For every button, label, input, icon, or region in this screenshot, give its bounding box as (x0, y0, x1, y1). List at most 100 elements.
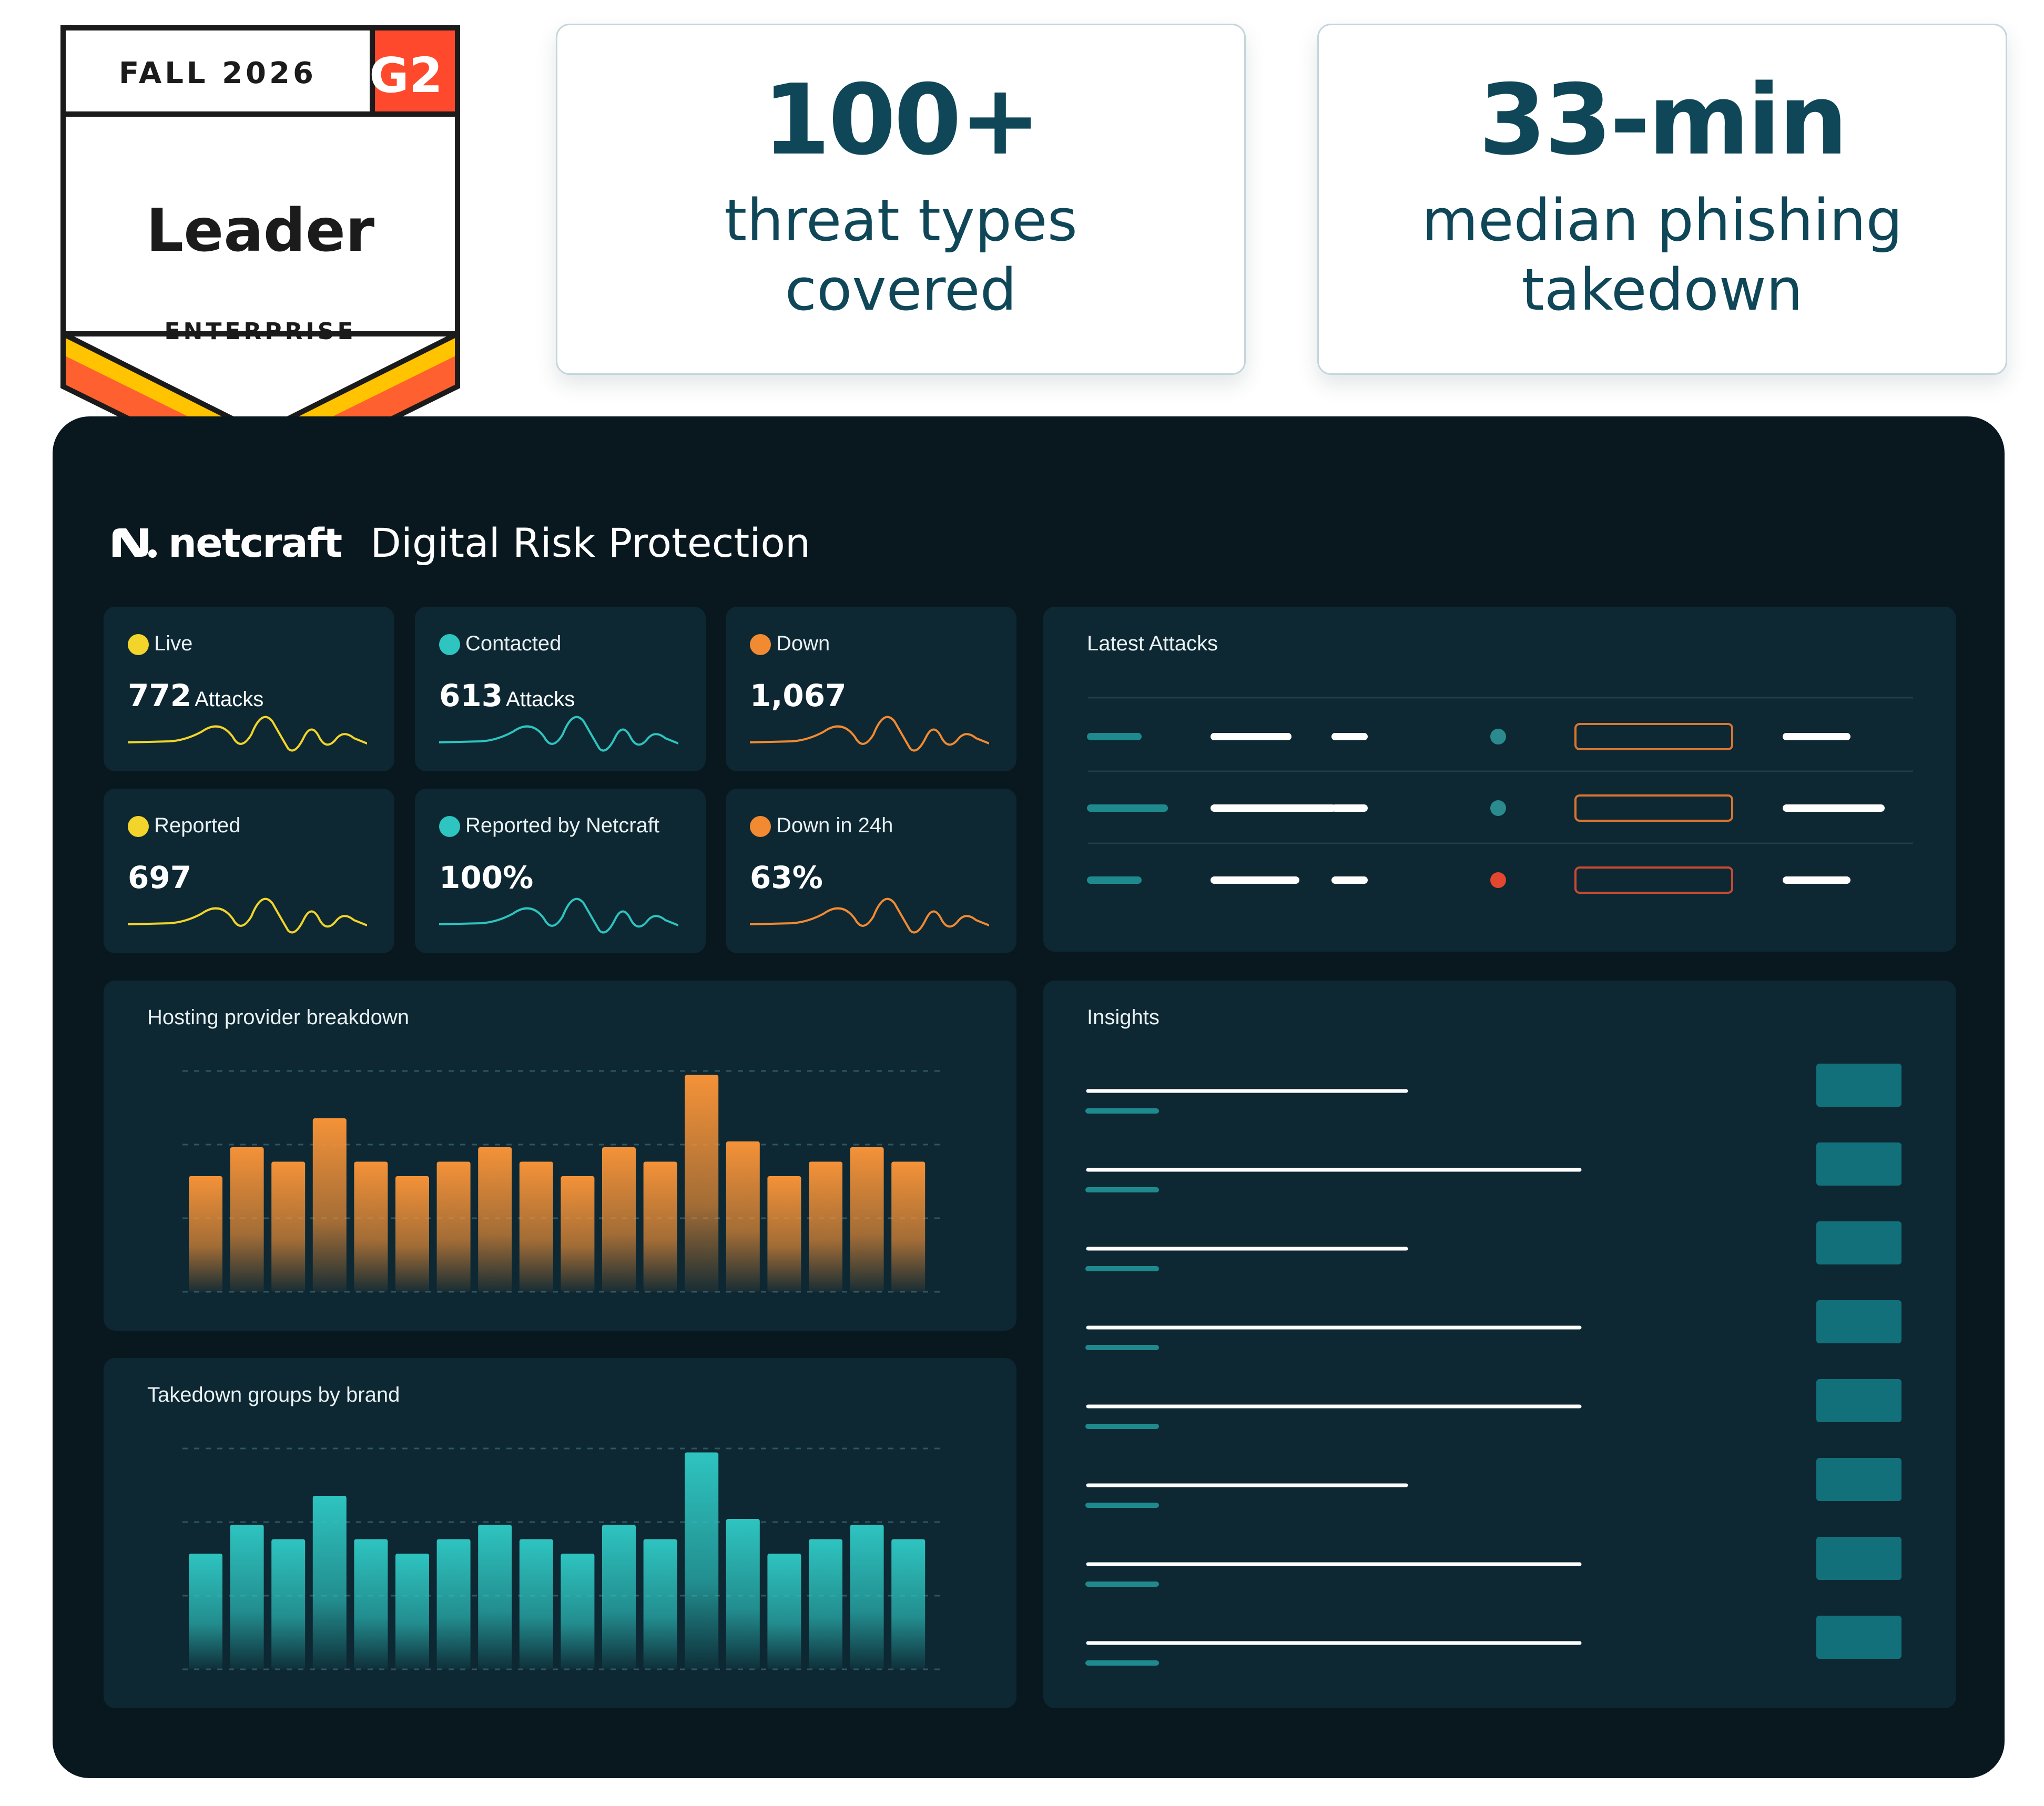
panel-title: Insights (1087, 1006, 1160, 1029)
insight-item[interactable] (1085, 1221, 1901, 1271)
insight-item[interactable] (1085, 1379, 1901, 1429)
sparkline (750, 716, 989, 752)
chart-title: Hosting provider breakdown (147, 1006, 410, 1029)
g2-logo-icon: G2 (369, 47, 443, 104)
metric-label: Reported (154, 814, 241, 837)
stat-value: 33-min (1478, 63, 1848, 177)
chart-bar (891, 1539, 926, 1669)
chart-bar (189, 1554, 222, 1669)
metric-tile-contacted[interactable]: Contacted 613 Attacks (415, 607, 706, 771)
insight-action-button[interactable] (1816, 1379, 1901, 1422)
stat-description-line: median phishing (1421, 187, 1903, 254)
metric-tile-live[interactable]: Live 772 Attacks (104, 607, 394, 771)
svg-text:G2: G2 (369, 47, 443, 104)
metric-tile-reported[interactable]: Reported 697 (104, 789, 394, 953)
attack-row[interactable] (1087, 723, 1850, 750)
stat-description: median phishing takedown (1319, 186, 2006, 324)
chart-bar (809, 1539, 842, 1669)
metric-label: Down (776, 632, 830, 655)
sparkline (128, 897, 367, 934)
chart-bar (726, 1519, 760, 1669)
metric-label: Contacted (465, 632, 562, 655)
metric-number: 1,067 (750, 678, 847, 713)
sparkline-path (439, 716, 678, 752)
chart-bar (685, 1452, 719, 1669)
latest-attacks-panel[interactable]: Latest Attacks (1043, 607, 1956, 952)
metric-label: Down in 24h (776, 814, 893, 837)
chart-bar (312, 1118, 347, 1292)
chart-bar (395, 1176, 429, 1292)
metric-number: 772 (128, 678, 192, 713)
chart-bar (189, 1176, 222, 1292)
metric-value: 613 Attacks (439, 678, 575, 713)
stat-description-line: covered (785, 256, 1017, 323)
sparkline-path (439, 897, 678, 934)
insight-action-button[interactable] (1816, 1221, 1901, 1264)
metric-unit: Attacks (195, 688, 264, 711)
insight-action-button[interactable] (1816, 1300, 1901, 1343)
dashboard-header: netcraft Digital Risk Protection (110, 519, 811, 566)
metric-tile-reported-by-netcraft[interactable]: Reported by Netcraft 100% (415, 789, 706, 953)
chart-bar (271, 1539, 306, 1669)
chart-bar (561, 1554, 595, 1669)
insights-list (1085, 1064, 1901, 1666)
metric-tile-down[interactable]: Down 1,067 (726, 607, 1016, 771)
insight-action-button[interactable] (1816, 1142, 1901, 1186)
insight-item[interactable] (1085, 1142, 1901, 1192)
status-dot-icon (750, 816, 771, 837)
chart-bar (685, 1075, 719, 1292)
product-name: Digital Risk Protection (370, 519, 811, 566)
insight-action-button[interactable] (1816, 1064, 1901, 1107)
status-dot-icon (1490, 872, 1506, 888)
metric-tile-down-in-24h[interactable]: Down in 24h 63% (726, 789, 1016, 953)
insight-item[interactable] (1085, 1458, 1901, 1508)
chart-bar (230, 1147, 264, 1292)
stat-value: 100+ (762, 63, 1041, 177)
badge-season: FALL 2026 (119, 56, 317, 90)
metric-number: 613 (439, 678, 503, 713)
takedown-groups-panel[interactable]: Takedown groups by brand (104, 1358, 1016, 1708)
insight-item[interactable] (1085, 1064, 1901, 1114)
insight-item[interactable] (1085, 1537, 1901, 1587)
chart-bar (850, 1147, 884, 1292)
sparkline (750, 897, 989, 934)
badge-title: Leader (146, 197, 374, 265)
insight-item[interactable] (1085, 1616, 1901, 1666)
chart-bar (602, 1147, 636, 1292)
chart-bar (519, 1539, 553, 1669)
status-dot-icon (1490, 800, 1506, 816)
stat-description-line: takedown (1521, 256, 1803, 323)
chart-bar (643, 1539, 677, 1669)
hosting-provider-bar-chart (182, 1070, 945, 1293)
sparkline-path (128, 716, 367, 752)
insights-panel[interactable]: Insights (1043, 981, 1956, 1708)
sparkline (439, 716, 678, 752)
insight-action-button[interactable] (1816, 1616, 1901, 1659)
metric-value: 100% (439, 860, 533, 895)
chart-bar (519, 1161, 553, 1292)
attack-row[interactable] (1087, 794, 1885, 822)
metric-unit: Attacks (506, 688, 575, 711)
status-dot-icon (439, 816, 460, 837)
panel-title: Latest Attacks (1087, 632, 1218, 655)
dashboard-window: netcraft Digital Risk Protection Live 772… (53, 416, 2005, 1778)
metric-value: 1,067 (750, 678, 846, 713)
chart-bar (354, 1539, 388, 1669)
insight-action-button[interactable] (1816, 1537, 1901, 1580)
attack-row[interactable] (1087, 866, 1850, 894)
insight-item[interactable] (1085, 1300, 1901, 1350)
sparkline (439, 897, 678, 934)
metric-value: 63% (750, 860, 823, 895)
chart-bar (561, 1176, 595, 1292)
hosting-provider-panel[interactable]: Hosting provider breakdown (104, 981, 1016, 1331)
insight-action-button[interactable] (1816, 1458, 1901, 1501)
stat-card-threat-types: 100+ threat types covered (556, 24, 1246, 375)
brand-name: netcraft (168, 519, 342, 566)
metric-value: 772 Attacks (128, 678, 263, 713)
chart-title: Takedown groups by brand (147, 1383, 400, 1406)
metric-value: 697 (128, 860, 191, 895)
takedown-groups-bar-chart (182, 1447, 945, 1670)
metric-number: 697 (128, 860, 192, 895)
sparkline (128, 716, 367, 752)
metric-number: 100% (439, 860, 534, 895)
